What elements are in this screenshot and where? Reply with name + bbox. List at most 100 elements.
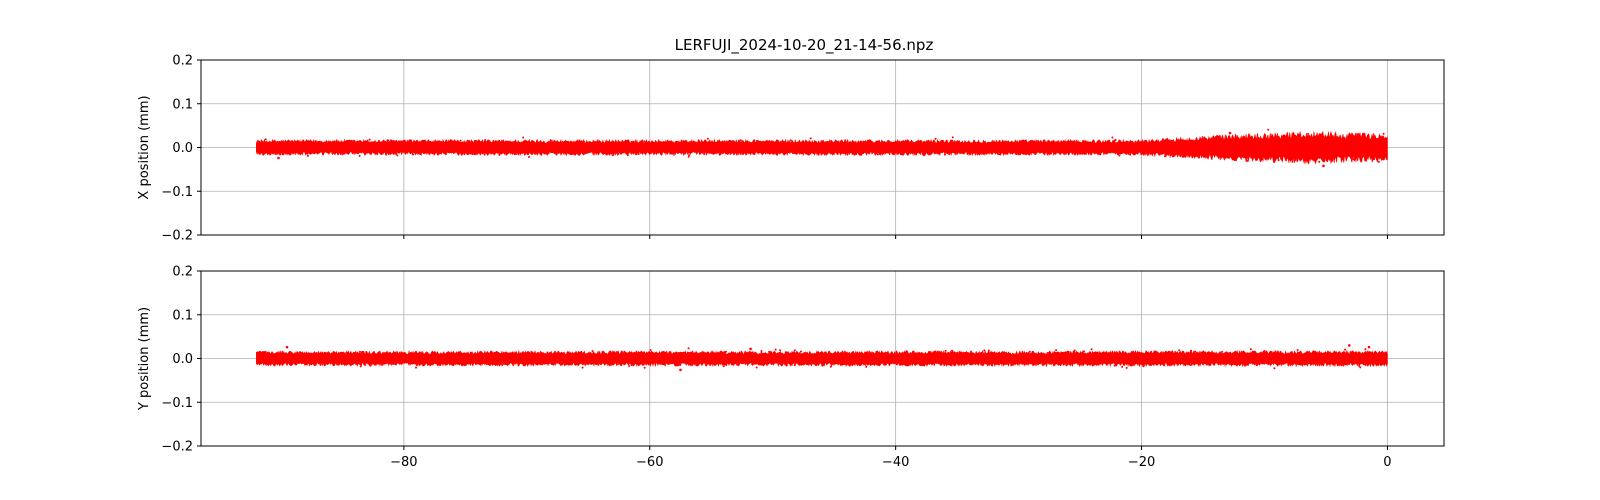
data-point: [966, 354, 969, 357]
data-point: [442, 151, 445, 154]
data-point: [1208, 142, 1211, 145]
data-point: [1260, 147, 1263, 150]
data-point: [977, 144, 980, 147]
data-point: [1069, 356, 1072, 359]
data-point: [415, 366, 418, 369]
data-point: [1151, 143, 1154, 146]
data-point: [1149, 150, 1152, 153]
data-point: [1283, 354, 1286, 357]
data-point: [1062, 148, 1065, 151]
data-point: [425, 145, 428, 148]
data-point: [1275, 357, 1278, 360]
data-point: [782, 355, 785, 358]
data-point: [1142, 358, 1145, 361]
data-point: [915, 141, 918, 144]
data-point: [1270, 359, 1273, 362]
data-point: [775, 148, 778, 151]
data-point: [319, 147, 322, 150]
data-point: [1116, 359, 1119, 362]
data-point: [435, 150, 438, 153]
data-point: [584, 353, 587, 356]
data-point: [732, 147, 735, 150]
data-point: [715, 358, 718, 361]
data-point: [994, 148, 997, 151]
data-point: [1344, 359, 1347, 362]
data-point: [419, 153, 422, 156]
data-point: [320, 360, 323, 363]
data-point: [734, 357, 737, 360]
data-point: [1024, 356, 1027, 359]
data-point: [857, 147, 860, 150]
data-point: [721, 360, 724, 363]
data-point: [578, 144, 581, 147]
data-point: [917, 353, 920, 356]
data-point: [486, 146, 489, 149]
data-point: [698, 358, 701, 361]
data-point: [498, 153, 501, 156]
data-point: [694, 145, 697, 148]
data-point: [264, 150, 267, 153]
data-point: [286, 144, 289, 147]
data-point: [1179, 360, 1182, 363]
data-point: [1184, 357, 1186, 360]
data-point: [924, 148, 927, 151]
data-point: [485, 143, 488, 146]
data-point: [1021, 354, 1024, 357]
data-point: [527, 360, 530, 363]
data-point: [498, 358, 501, 361]
data-point: [1130, 356, 1133, 359]
data-point: [774, 142, 777, 145]
data-point: [374, 358, 377, 361]
data-point: [1292, 353, 1295, 356]
data-point: [1179, 151, 1182, 154]
data-point: [696, 360, 699, 363]
data-point: [652, 151, 655, 154]
data-point: [797, 141, 800, 144]
data-point: [1095, 143, 1098, 146]
data-point: [842, 354, 845, 357]
data-point: [1042, 144, 1045, 147]
data-point: [1153, 148, 1156, 151]
data-point: [523, 357, 526, 360]
data-point: [479, 358, 482, 361]
data-point: [261, 352, 264, 355]
data-point: [860, 357, 863, 360]
data-point: [1234, 137, 1237, 140]
data-point: [1199, 362, 1202, 365]
data-point: [910, 360, 913, 363]
data-point: [318, 353, 321, 356]
data-point: [565, 140, 568, 143]
data-point: [1274, 355, 1277, 358]
data-point: [1166, 359, 1169, 362]
data-point: [416, 352, 419, 355]
data-point: [1288, 154, 1291, 157]
data-point: [696, 354, 699, 357]
data-point: [308, 143, 311, 146]
data-point: [1291, 138, 1294, 141]
data-point: [1292, 144, 1295, 147]
data-point: [789, 139, 792, 142]
data-point: [885, 144, 888, 147]
data-point: [1114, 150, 1117, 153]
data-point: [894, 145, 897, 148]
data-point: [1277, 135, 1280, 138]
data-point: [815, 360, 818, 363]
data-point: [438, 141, 441, 144]
data-point: [793, 364, 796, 367]
data-point: [1066, 355, 1069, 358]
data-point: [681, 141, 684, 144]
data-point: [1067, 350, 1070, 353]
data-point: [275, 148, 278, 151]
data-point: [1264, 153, 1267, 156]
data-point: [606, 145, 609, 148]
data-point: [929, 150, 932, 153]
data-point: [1188, 145, 1191, 148]
data-point: [991, 359, 994, 362]
data-point: [1304, 352, 1307, 355]
data-point: [405, 358, 408, 361]
data-point: [940, 140, 943, 143]
data-point: [949, 356, 952, 359]
data-point: [287, 139, 290, 142]
data-point: [514, 361, 517, 364]
data-point: [676, 147, 678, 150]
